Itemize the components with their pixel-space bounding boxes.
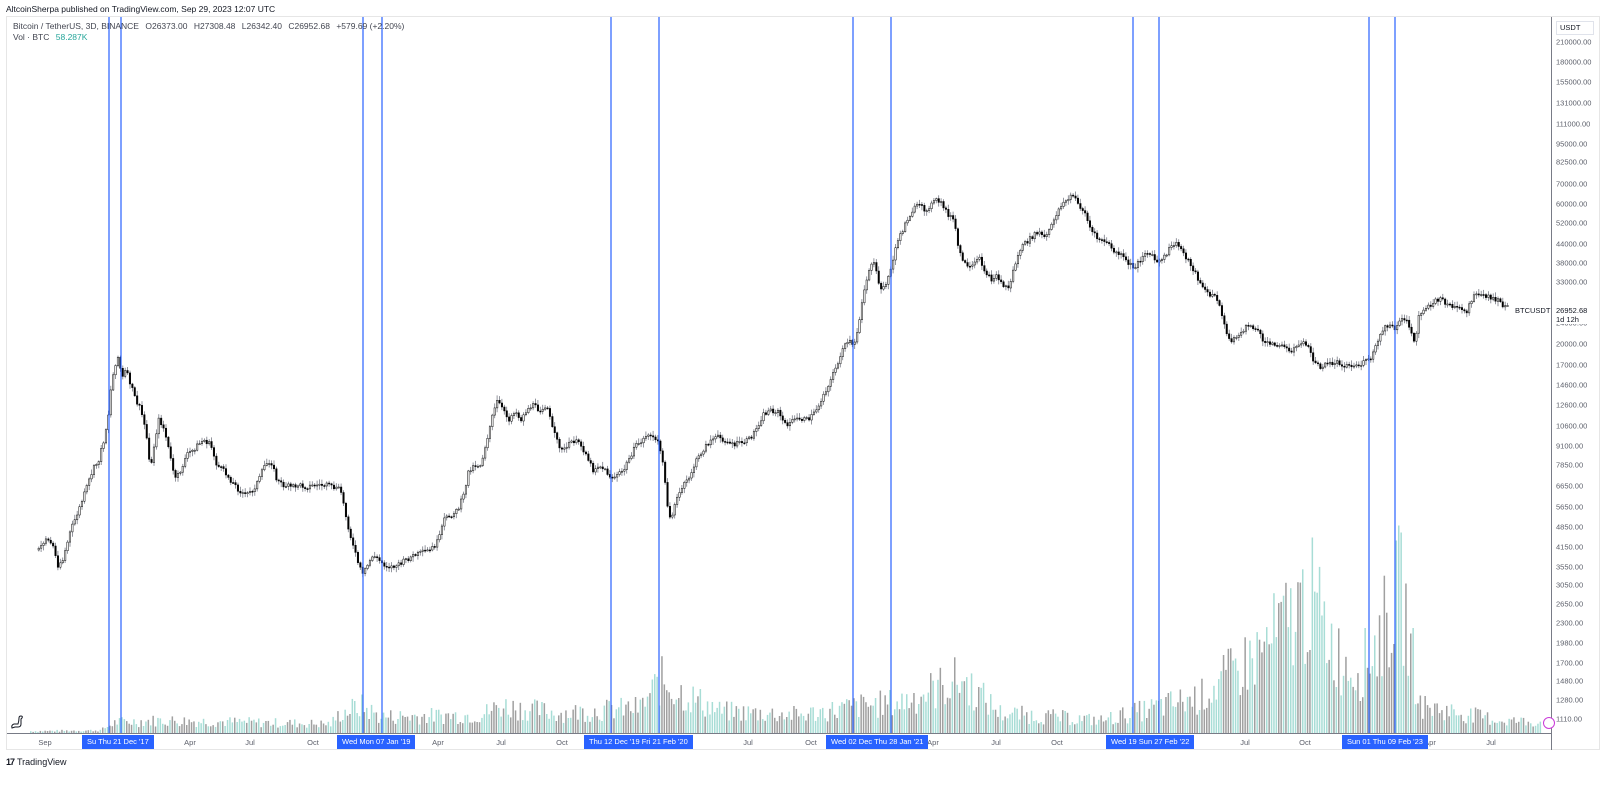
price-tick: 38000.00 <box>1556 258 1588 268</box>
time-tick: Apr <box>1424 738 1436 747</box>
time-tick: Oct <box>1051 738 1063 747</box>
price-tick: 4850.00 <box>1556 522 1584 532</box>
time-tick: Jul <box>245 738 255 747</box>
price-axis[interactable]: USDT BTCUSDT 26952.68 1d 12h 210000.00 18… <box>1515 17 1600 750</box>
price-tick: 180000.00 <box>1556 57 1592 67</box>
price-tick: 155000.00 <box>1556 77 1592 87</box>
time-tick: Jul <box>1240 738 1250 747</box>
price-tick: 14600.00 <box>1556 380 1588 390</box>
price-tick: 210000.00 <box>1556 37 1592 47</box>
volume-bars <box>30 525 1542 733</box>
last-price-label: BTCUSDT 26952.68 1d 12h <box>1515 306 1588 324</box>
publish-caption: AltcoinSherpa published on TradingView.c… <box>6 4 276 14</box>
ohlc-high: H27308.48 <box>193 21 236 31</box>
price-chart-pane[interactable] <box>7 17 1550 733</box>
time-axis[interactable]: Sep Apr Jul Oct Apr Jul Oct Jul Oct Apr Jul Oct Jul O… <box>7 733 1551 750</box>
price-tick: 82500.00 <box>1556 157 1588 167</box>
price-tick: 3050.00 <box>1556 580 1584 590</box>
volume-value: 58.287K <box>55 32 88 42</box>
time-tick: Jul <box>1486 738 1496 747</box>
price-tick: 7850.00 <box>1556 460 1584 470</box>
time-tick: Apr <box>184 738 196 747</box>
price-tick: 20000.00 <box>1556 339 1588 349</box>
currency-unit-button[interactable]: USDT <box>1556 21 1594 35</box>
time-tick: Oct <box>556 738 568 747</box>
time-marker-badge: Wed Mon 07 Jan '19 <box>337 735 416 749</box>
price-tick: 52000.00 <box>1556 218 1588 228</box>
price-tick: 44000.00 <box>1556 239 1588 249</box>
footer-branding: 17 TradingView <box>6 757 67 767</box>
time-tick: Oct <box>805 738 817 747</box>
price-tick: 6650.00 <box>1556 481 1584 491</box>
price-tick: 2300.00 <box>1556 618 1584 628</box>
time-tick: Apr <box>927 738 939 747</box>
price-tick: 60000.00 <box>1556 199 1588 209</box>
ohlc-low: L26342.40 <box>241 21 282 31</box>
symbol-legend-row: Bitcoin / TetherUS, 3D, BINANCE O26373.0… <box>13 21 408 32</box>
candlestick-chart[interactable] <box>7 17 1550 733</box>
volume-legend-row: Vol · BTC 58.287K <box>13 32 408 43</box>
price-tick: 1280.00 <box>1556 695 1584 705</box>
time-tick: Jul <box>743 738 753 747</box>
price-tick: 111000.00 <box>1556 119 1591 129</box>
price-tick: 3550.00 <box>1556 562 1584 572</box>
go-to-realtime-button[interactable] <box>1543 717 1555 729</box>
ohlc-open: O26373.00 <box>145 21 188 31</box>
price-tick: 131000.00 <box>1556 98 1592 108</box>
tradingview-logo-icon: 17 <box>6 757 15 767</box>
price-tick: 1700.00 <box>1556 658 1584 668</box>
vertical-line-markers[interactable] <box>108 17 1396 733</box>
price-tick: 17000.00 <box>1556 360 1588 370</box>
price-tick: 12600.00 <box>1556 400 1588 410</box>
price-tick: 1480.00 <box>1556 676 1584 686</box>
price-change: +579.69 (+2.20%) <box>336 21 405 31</box>
chart-legend: Bitcoin / TetherUS, 3D, BINANCE O26373.0… <box>13 21 408 43</box>
tradingview-brand: TradingView <box>17 757 67 767</box>
price-tick: 10600.00 <box>1556 421 1588 431</box>
time-tick: Sep <box>38 738 52 747</box>
dinosaur-logo-icon <box>11 715 23 729</box>
symbol-title[interactable]: Bitcoin / TetherUS, 3D, BINANCE <box>13 21 139 31</box>
price-tick: 70000.00 <box>1556 179 1588 189</box>
last-price-value: 26952.68 <box>1556 306 1588 315</box>
time-marker-badge: Su Thu 21 Dec '17 <box>82 735 154 749</box>
volume-label[interactable]: Vol · BTC <box>13 32 50 42</box>
time-marker-badge: Wed 19 Sun 27 Feb '22 <box>1106 735 1195 749</box>
time-marker-badge: Wed 02 Dec Thu 28 Jan '21 <box>826 735 929 749</box>
time-tick: Oct <box>307 738 319 747</box>
time-tick: Jul <box>991 738 1001 747</box>
price-tick: 1110.00 <box>1556 714 1582 724</box>
price-tick: 4150.00 <box>1556 542 1584 552</box>
time-tick: Oct <box>1299 738 1311 747</box>
price-tick: 95000.00 <box>1556 139 1588 149</box>
time-marker-badge: Sun 01 Thu 09 Feb '23 <box>1342 735 1428 749</box>
last-price-symbol: BTCUSDT <box>1515 306 1551 315</box>
price-tick: 2650.00 <box>1556 599 1584 609</box>
bar-countdown: 1d 12h <box>1556 315 1579 324</box>
price-tick: 5650.00 <box>1556 502 1584 512</box>
time-tick: Jul <box>496 738 506 747</box>
ohlc-close: C26952.68 <box>288 21 330 31</box>
time-marker-badge: Thu 12 Dec '19 Fri 21 Feb '20 <box>584 735 693 749</box>
price-tick: 1980.00 <box>1556 638 1584 648</box>
time-tick: Apr <box>432 738 444 747</box>
price-tick: 9100.00 <box>1556 441 1584 451</box>
price-candles <box>37 191 1509 578</box>
price-tick: 33000.00 <box>1556 277 1588 287</box>
